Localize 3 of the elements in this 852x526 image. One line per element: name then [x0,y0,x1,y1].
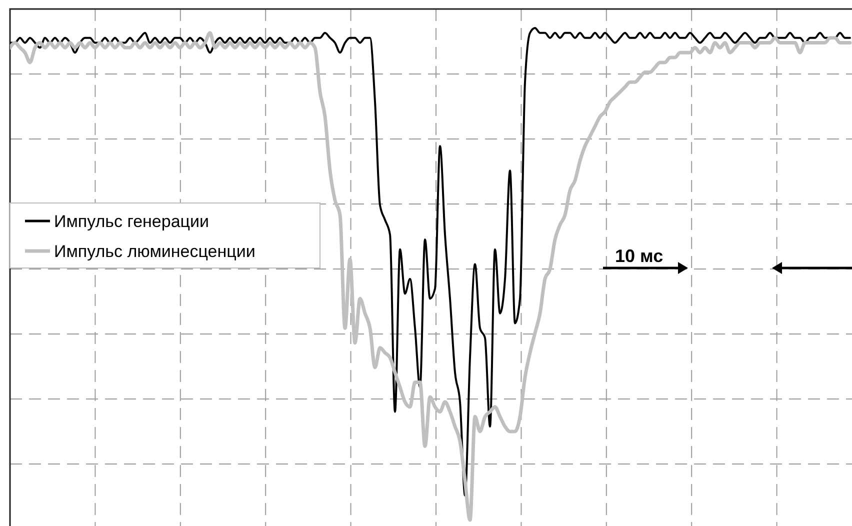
annotation: 10 мс [615,246,664,266]
legend-label: Импульс генерации [54,212,210,231]
legend-label: Импульс люминесценции [54,242,256,261]
